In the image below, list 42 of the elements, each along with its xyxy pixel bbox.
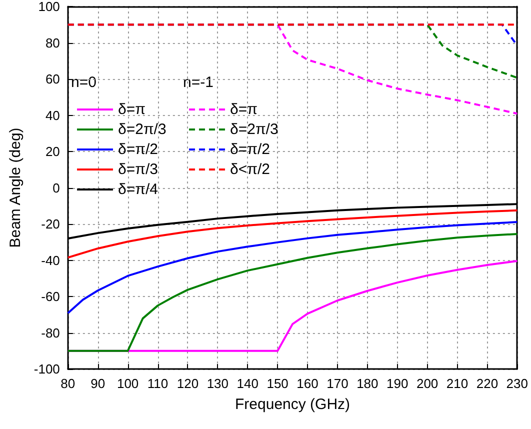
legend-label: δ=π/2 [118,141,158,158]
legend-label: δ=π [118,101,146,118]
x-tick-label: 180 [356,376,378,391]
x-tick-label: 210 [446,376,468,391]
y-tick-label: 20 [45,144,60,159]
y-tick-label: -20 [41,216,60,232]
legend-label: δ=2π/3 [230,121,278,138]
x-tick-label: 220 [476,376,498,391]
legend-label: δ=π/3 [118,161,158,178]
legend-label: δ=π [230,101,258,118]
legend-label: δ=π/2 [230,141,270,158]
y-tick-label: 0 [52,180,60,196]
x-tick-label: 120 [176,376,199,391]
x-tick-label: 110 [147,376,168,391]
line-series [66,209,518,259]
annotation: n=0 [71,74,96,91]
x-tick-label: 80 [60,376,76,391]
y-tick-label: -80 [41,325,60,340]
x-tick-label: 200 [416,376,438,391]
y-tick-label: 40 [45,108,60,123]
legend-label: δ=2π/3 [118,121,166,138]
y-tick-label: 60 [45,72,60,86]
y-tick-label: 80 [45,35,60,50]
line-series [66,232,518,352]
x-tick-label: 170 [326,376,348,391]
x-tick-label: 130 [206,376,229,391]
y-tick-label: -100 [34,362,60,376]
x-axis-title: Frequency (GHz) [235,396,350,413]
legend-label: δ<π/2 [230,161,270,178]
y-axis-title: Beam Angle (deg) [7,128,24,248]
legend-label: δ=π/4 [118,181,158,198]
y-tick-label: -40 [41,252,60,268]
x-tick-label: 90 [90,376,106,391]
y-tick-label: 100 [38,0,60,14]
x-tick-label: 190 [386,376,408,391]
x-tick-label: 160 [296,376,318,391]
x-tick-label: 230 [506,376,528,391]
y-tick-label: -60 [41,289,60,304]
x-tick-label: 150 [266,376,288,391]
x-tick-label: 140 [236,376,258,391]
line-series [66,221,518,314]
x-tick-label: 100 [116,376,139,391]
